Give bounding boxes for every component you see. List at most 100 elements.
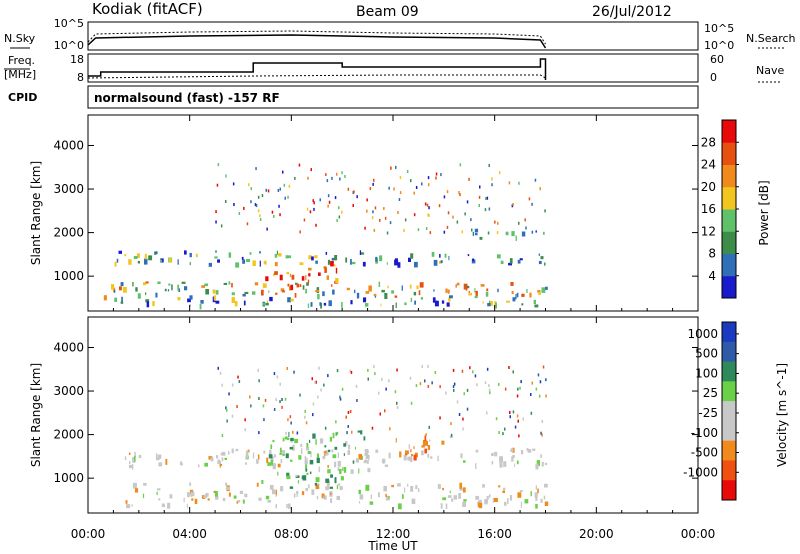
echo-cell — [511, 456, 514, 462]
echo-cell — [452, 385, 455, 388]
echo-cell — [347, 411, 350, 414]
echo-cell — [307, 451, 311, 454]
echo-cell — [413, 446, 415, 450]
echo-cell — [409, 376, 412, 380]
echo-cell — [531, 230, 534, 234]
echo-cell — [384, 464, 389, 467]
echo-cell — [521, 293, 525, 297]
echo-cell — [264, 398, 267, 402]
echo-cell — [279, 213, 281, 217]
echo-cell — [375, 256, 378, 262]
echo-cell — [239, 490, 243, 494]
nsky-label: N.Sky — [4, 32, 36, 45]
echo-cell — [347, 425, 349, 428]
echo-cell — [485, 197, 487, 201]
echo-cell — [500, 260, 504, 264]
echo-cell — [403, 229, 405, 232]
echo-cell — [279, 382, 281, 386]
echo-cell — [356, 292, 360, 299]
echo-cell — [324, 267, 327, 273]
echo-cell — [287, 195, 289, 199]
echo-cell — [450, 422, 452, 426]
echo-cell — [318, 466, 321, 473]
echo-cell — [458, 191, 460, 194]
colorbar-tick-label: -500 — [691, 446, 718, 460]
echo-cell — [495, 302, 497, 309]
echo-cell — [287, 437, 290, 440]
nsky-lines — [87, 30, 547, 49]
echo-cell — [401, 285, 403, 291]
echo-cell — [504, 387, 507, 391]
velocity-plot-frame — [87, 316, 699, 514]
echo-cell — [128, 452, 131, 455]
nave-tick-bottom: 0 — [710, 71, 717, 84]
echo-cell — [238, 212, 241, 215]
echo-cell — [449, 490, 451, 494]
echo-cell — [486, 496, 489, 500]
echo-cell — [351, 261, 356, 265]
echo-cell — [461, 369, 464, 373]
echo-cell — [531, 381, 533, 385]
echo-cell — [428, 206, 430, 210]
echo-cell — [344, 175, 346, 178]
echo-cell — [128, 464, 133, 469]
echo-cell — [299, 230, 301, 234]
echo-cell — [406, 170, 409, 173]
echo-cell — [341, 210, 343, 214]
echo-cell — [296, 283, 300, 288]
echo-cell — [316, 457, 320, 464]
echo-cell — [318, 366, 320, 370]
echo-cell — [273, 454, 276, 458]
echo-cell — [244, 291, 249, 294]
y-tick-label: 3000 — [53, 182, 84, 196]
echo-cell — [432, 297, 436, 303]
echo-cell — [366, 209, 368, 213]
echo-cell — [266, 457, 269, 463]
echo-cell — [128, 259, 132, 265]
echo-cell — [261, 480, 264, 484]
beam-title: Beam 09 — [356, 4, 419, 20]
echo-cell — [144, 258, 148, 265]
echo-cell — [409, 284, 412, 289]
echo-cell — [296, 431, 299, 435]
echo-cell — [289, 415, 292, 419]
echo-cell — [424, 202, 427, 206]
echo-cell — [397, 483, 401, 487]
echo-cell — [235, 448, 239, 452]
echo-cell — [282, 453, 285, 456]
echo-cell — [433, 259, 438, 266]
echo-cell — [315, 477, 320, 483]
echo-cell — [350, 300, 353, 305]
echo-cell — [336, 495, 340, 500]
echo-cell — [419, 382, 422, 386]
echo-cell — [326, 480, 330, 486]
echo-cell — [516, 460, 519, 465]
echo-cell — [524, 499, 529, 504]
echo-cell — [508, 262, 512, 266]
echo-cell — [430, 456, 433, 459]
colorbar-tick-label: 20 — [701, 180, 716, 194]
echo-cell — [231, 414, 234, 418]
echo-cell — [385, 387, 387, 391]
echo-cell — [310, 302, 313, 307]
echo-cell — [258, 397, 260, 400]
echo-cell — [316, 496, 319, 500]
echo-cell — [300, 443, 303, 448]
echo-cell — [292, 430, 294, 434]
echo-cell — [131, 504, 133, 507]
echo-cell — [535, 387, 538, 391]
echo-cell — [325, 478, 330, 483]
echo-cell — [427, 445, 431, 450]
echo-cell — [338, 206, 340, 210]
echo-cell — [242, 499, 245, 504]
echo-cell — [375, 449, 379, 453]
echo-cell — [439, 385, 441, 389]
echo-cell — [237, 375, 239, 379]
echo-cell — [227, 486, 230, 491]
echo-cell — [341, 302, 343, 308]
echo-cell — [275, 398, 277, 402]
echo-cell — [327, 465, 329, 468]
echo-cell — [372, 182, 374, 186]
echo-cell — [435, 176, 437, 180]
echo-cell — [339, 486, 343, 490]
